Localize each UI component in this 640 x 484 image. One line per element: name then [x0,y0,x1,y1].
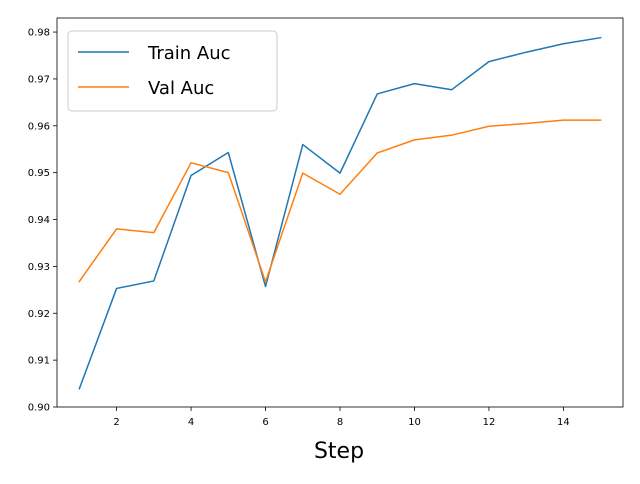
y-tick-label: 0.93 [28,262,50,273]
x-tick-label: 12 [483,417,496,428]
y-tick-label: 0.98 [28,28,50,39]
y-tick-label: 0.91 [28,356,50,367]
x-tick-label: 4 [188,417,194,428]
x-tick-label: 8 [337,417,343,428]
x-tick-label: 14 [557,417,570,428]
axes-frame [56,17,624,408]
y-tick-label: 0.96 [28,121,50,132]
y-tick-label: 0.94 [28,215,50,226]
series-line-0 [78,36,602,390]
x-tick-label: 10 [408,417,421,428]
legend-label-0: Train Auc [147,43,231,64]
y-tick-label: 0.92 [28,309,50,320]
x-axis-title: Step [314,439,364,464]
legend: Train Auc Val Auc [67,30,278,112]
legend-box [67,30,278,112]
x-tick-label: 2 [113,417,119,428]
x-tick-label: 6 [262,417,268,428]
series-line-1 [78,119,602,283]
y-tick-label: 0.97 [28,74,50,85]
y-tick-label: 0.90 [28,403,50,414]
plot-area: 0.90 0.91 0.92 0.93 0.94 0.95 0.96 0.97 0.98 2 4 6 8… [28,17,624,428]
y-tick-label: 0.95 [28,168,50,179]
legend-label-1: Val Auc [148,78,214,99]
